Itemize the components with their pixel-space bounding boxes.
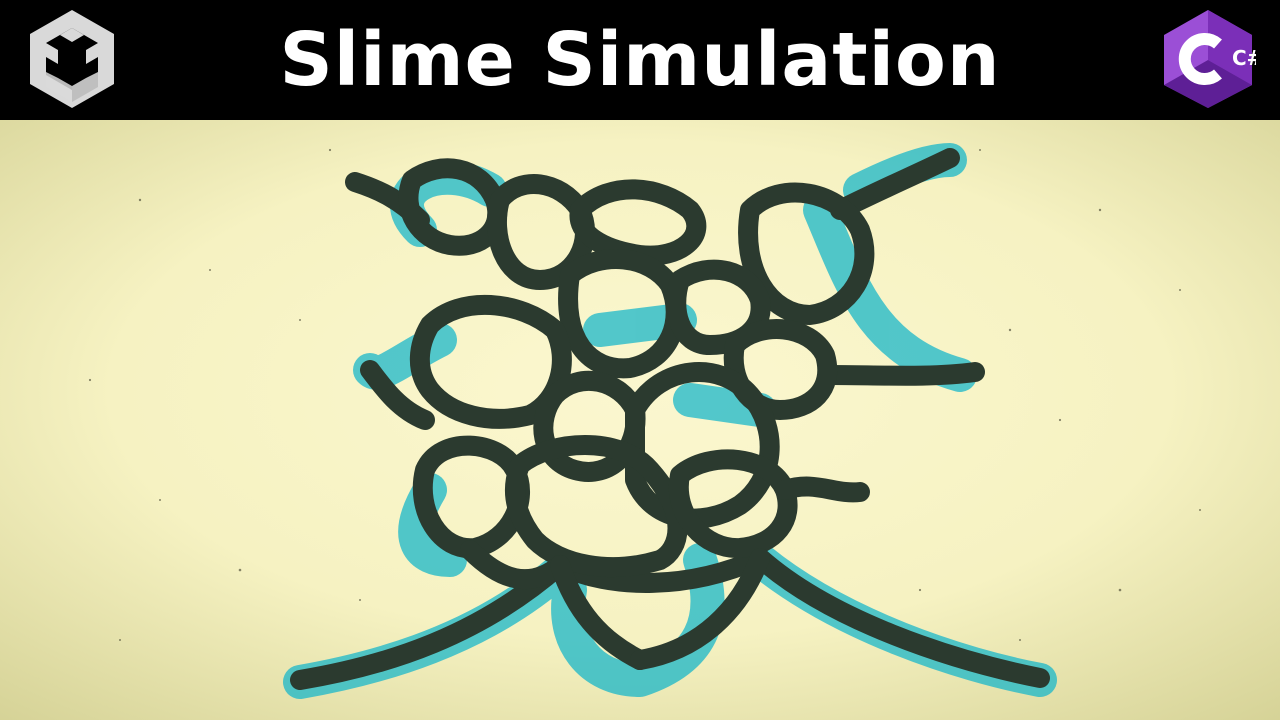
slime-network xyxy=(290,148,1050,690)
unity-logo-icon xyxy=(30,10,114,108)
page-title: Slime Simulation xyxy=(279,17,1001,103)
header-bar: Slime Simulation C# xyxy=(0,0,1280,120)
slime-speckles xyxy=(88,148,1201,641)
csharp-logo-icon: C# xyxy=(1164,10,1256,108)
csharp-logo-text: C# xyxy=(1232,46,1256,70)
slime-scene xyxy=(0,120,1280,720)
